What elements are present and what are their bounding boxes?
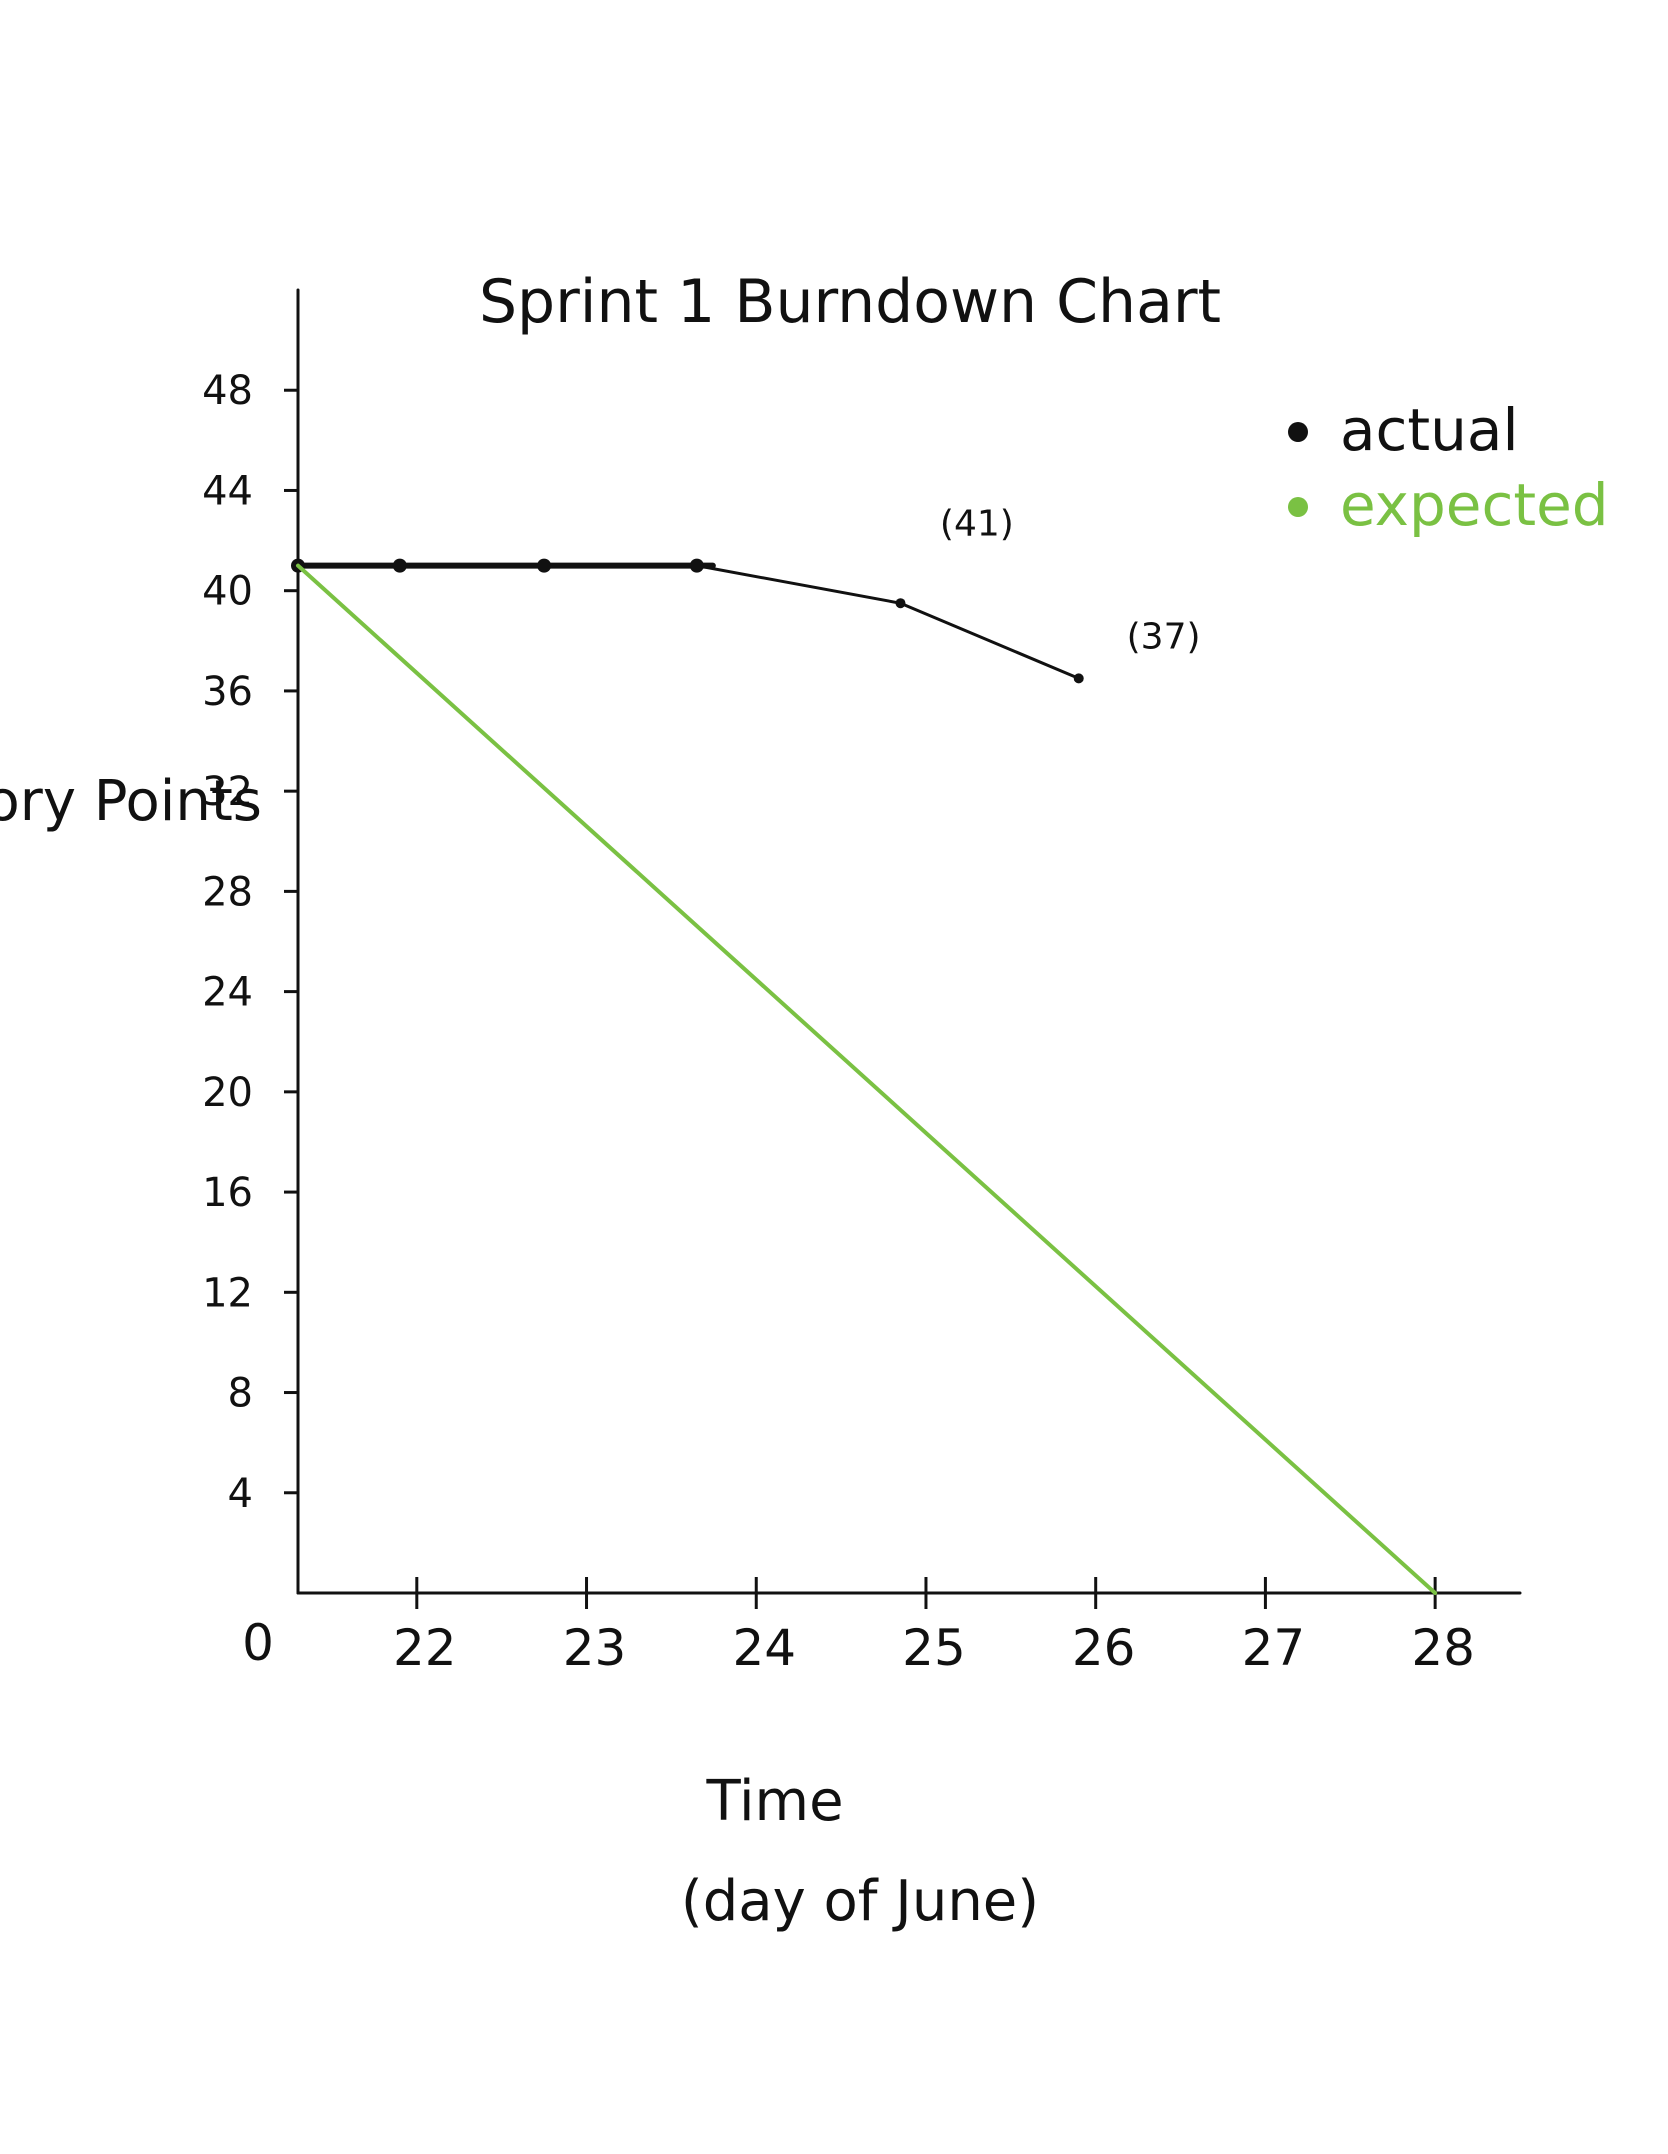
origin-label: 0	[242, 1614, 274, 1672]
y-tick-label: 8	[228, 1371, 253, 1417]
x-axis-sublabel: (day of June)	[681, 1869, 1039, 1934]
y-tick-label: 36	[202, 669, 253, 715]
x-axis-label: Time	[705, 1769, 843, 1834]
x-ticks: 22 23 24 25 26 27 28	[393, 1577, 1475, 1677]
x-tick-label: 24	[732, 1619, 796, 1677]
legend-label: expected	[1340, 471, 1609, 539]
annotations: (41) (37)	[940, 504, 1201, 658]
data-point-actual	[1073, 673, 1084, 684]
data-point-actual	[689, 558, 704, 573]
y-axis-label: Story Points	[0, 769, 262, 834]
legend-label: actual	[1340, 396, 1519, 464]
point-annotation: (37)	[1127, 616, 1201, 657]
x-tick-label: 22	[393, 1619, 457, 1677]
point-annotation: (41)	[940, 504, 1014, 545]
data-point-actual	[392, 558, 407, 573]
y-tick-label: 40	[202, 569, 253, 615]
data-point-actual	[537, 558, 552, 573]
y-tick-label: 48	[202, 368, 253, 414]
x-tick-label: 23	[563, 1619, 627, 1677]
x-tick-label: 26	[1072, 1619, 1136, 1677]
y-tick-label: 4	[228, 1471, 253, 1517]
data-point-actual	[895, 598, 906, 609]
y-tick-label: 20	[202, 1070, 253, 1116]
legend: actual expected	[1288, 396, 1609, 539]
legend-swatch	[1288, 422, 1308, 442]
chart-title: Sprint 1 Burndown Chart	[479, 267, 1221, 337]
axes	[296, 288, 1522, 1595]
y-tick-label: 44	[202, 468, 253, 514]
y-tick-label: 24	[202, 970, 253, 1016]
x-tick-label: 28	[1411, 1619, 1475, 1677]
y-tick-label: 32	[202, 769, 253, 815]
series-line-actual	[296, 564, 1081, 680]
x-tick-label: 27	[1242, 1619, 1306, 1677]
series-line-expected	[296, 563, 1438, 1595]
x-tick-label: 25	[902, 1619, 966, 1677]
series-layer	[291, 558, 1438, 1595]
y-tick-label: 28	[202, 869, 253, 915]
y-tick-label: 16	[202, 1170, 253, 1216]
y-tick-label: 12	[202, 1270, 253, 1316]
legend-swatch	[1288, 497, 1308, 517]
